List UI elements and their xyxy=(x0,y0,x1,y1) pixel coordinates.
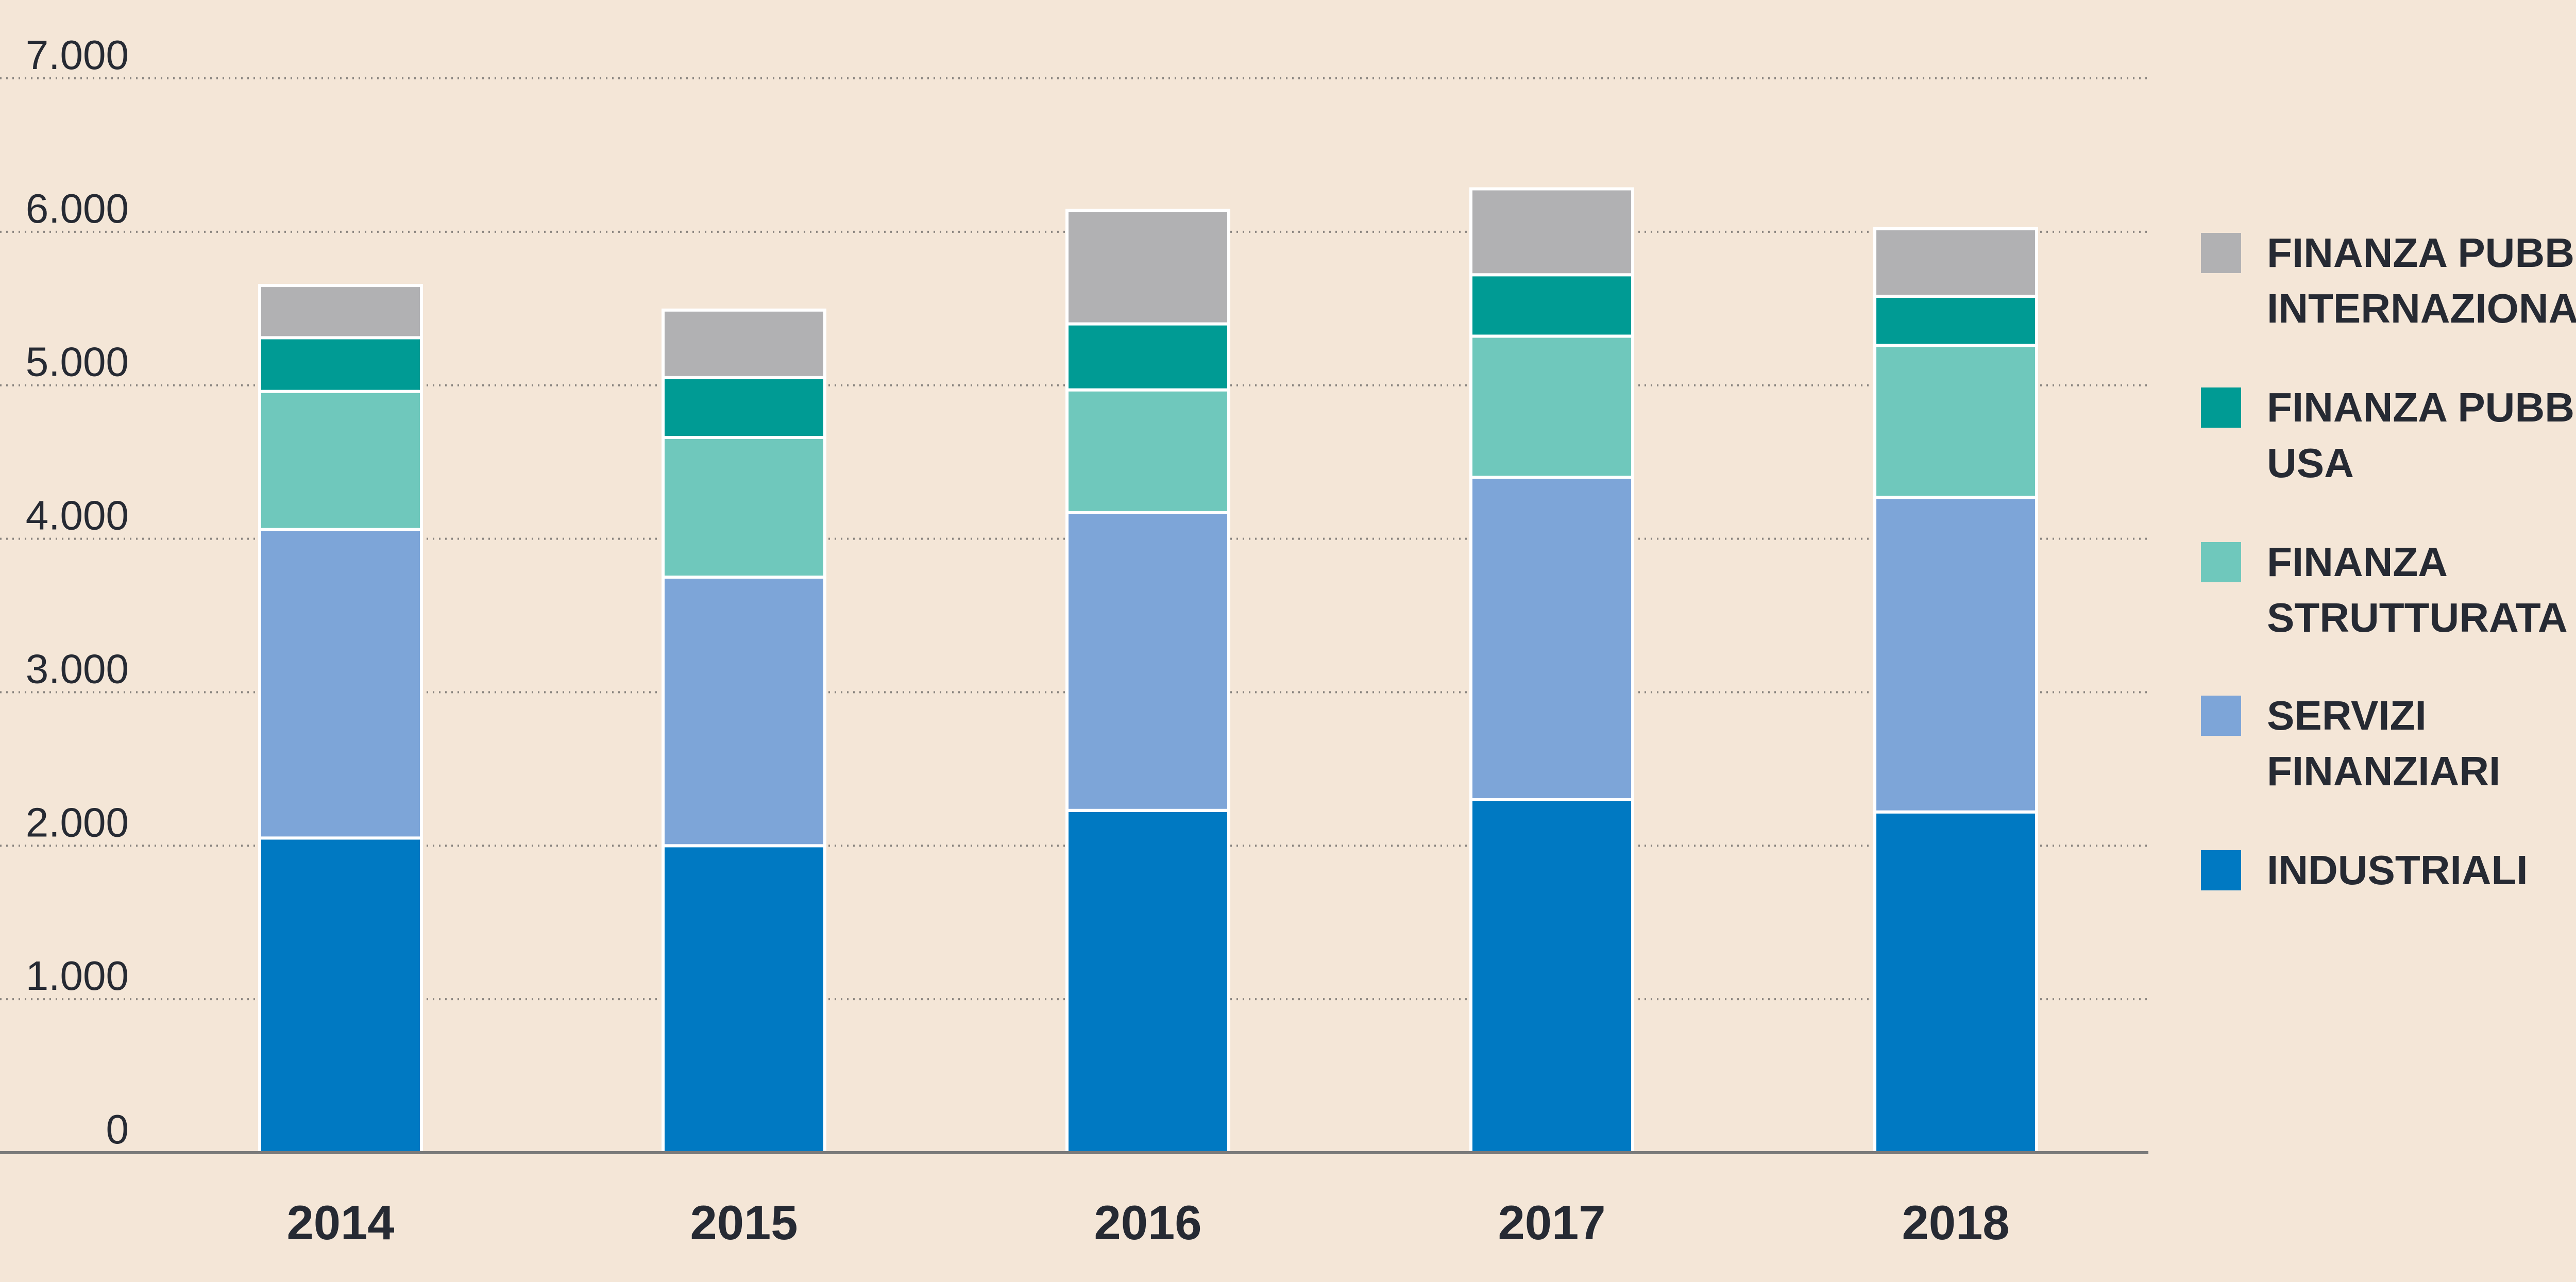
legend-label: SERVIZI xyxy=(2267,693,2427,738)
bar-segment xyxy=(662,576,826,848)
bar-segment xyxy=(662,844,826,1155)
y-axis-ticks: 0 1.000 2.000 3.000 4.000 5.000 6.000 7.000 xyxy=(26,32,129,1152)
bar-segment xyxy=(1065,808,1230,1154)
y-tick-label: 1.000 xyxy=(26,953,129,999)
legend-item: FINANZA PUBBLICA USA xyxy=(2201,384,2576,486)
bar-segment xyxy=(258,336,423,393)
legend-label: FINANZA PUBBLICA xyxy=(2267,384,2576,430)
legend-label: FINANZIARI xyxy=(2267,748,2500,794)
bar-segment xyxy=(1873,227,2038,298)
legend-label: FINANZA xyxy=(2267,539,2448,585)
legend-label: FINANZA PUBBLICA xyxy=(2267,230,2576,276)
y-tick-label: 0 xyxy=(106,1106,129,1152)
bar-segment xyxy=(1469,334,1634,479)
bar-stack-2018 xyxy=(1873,227,2038,1155)
x-tick-label: 2016 xyxy=(1094,1195,1201,1250)
bar-stack-2014 xyxy=(258,284,423,1154)
legend-swatch xyxy=(2201,387,2241,428)
legend-swatch xyxy=(2201,542,2241,582)
bar-stack-2016 xyxy=(1065,209,1230,1154)
bar-segment xyxy=(1873,344,2038,499)
bars xyxy=(258,187,2038,1155)
bar-segment xyxy=(258,836,423,1154)
bar-segment xyxy=(662,308,826,379)
y-tick-label: 3.000 xyxy=(26,646,129,691)
bar-segment xyxy=(1065,209,1230,326)
bar-segment xyxy=(258,284,423,340)
legend-label: USA xyxy=(2267,440,2354,486)
bar-segment xyxy=(662,435,826,579)
y-tick-label: 2.000 xyxy=(26,799,129,845)
bar-segment xyxy=(1469,273,1634,338)
bar-segment xyxy=(1065,322,1230,392)
x-tick-label: 2017 xyxy=(1498,1195,1605,1250)
bar-segment xyxy=(1873,496,2038,814)
bar-segment xyxy=(1469,798,1634,1154)
bar-segment xyxy=(258,390,423,531)
legend-swatch xyxy=(2201,696,2241,736)
bar-segment xyxy=(1065,388,1230,514)
bar-segment xyxy=(1873,810,2038,1155)
legend-swatch xyxy=(2201,233,2241,273)
y-tick-label: 6.000 xyxy=(26,185,129,231)
legend: FINANZA PUBBLICAINTERNAZIONALEFINANZA PU… xyxy=(2201,230,2576,893)
legend-label: STRUTTURATA xyxy=(2267,595,2568,640)
bar-segment xyxy=(258,528,423,840)
bar-segment xyxy=(662,376,826,439)
legend-item: FINANZA PUBBLICA INTERNAZIONALE xyxy=(2201,230,2576,331)
bar-stack-2017 xyxy=(1469,187,1634,1154)
legend-label: INTERNAZIONALE xyxy=(2267,285,2576,331)
y-tick-label: 4.000 xyxy=(26,493,129,538)
x-tick-label: 2018 xyxy=(1902,1195,2009,1250)
y-tick-label: 5.000 xyxy=(26,339,129,385)
legend-item: FINANZA STRUTTURATA xyxy=(2201,539,2568,640)
bar-segment xyxy=(1469,187,1634,277)
bar-segment xyxy=(1065,511,1230,812)
legend-swatch xyxy=(2201,850,2241,890)
x-tick-label: 2015 xyxy=(690,1195,798,1250)
bar-stack-2015 xyxy=(662,308,826,1155)
x-axis-ticks: 2014 2015 2016 2017 2018 xyxy=(286,1195,2009,1250)
legend-label: INDUSTRIALI xyxy=(2267,847,2528,893)
x-tick-label: 2014 xyxy=(286,1195,394,1250)
bar-segment xyxy=(1873,294,2038,347)
bar-segment xyxy=(1469,476,1634,801)
legend-item: SERVIZI FINANZIARI xyxy=(2201,693,2500,794)
y-tick-label: 7.000 xyxy=(26,32,129,78)
legend-item: INDUSTRIALI xyxy=(2201,847,2528,893)
